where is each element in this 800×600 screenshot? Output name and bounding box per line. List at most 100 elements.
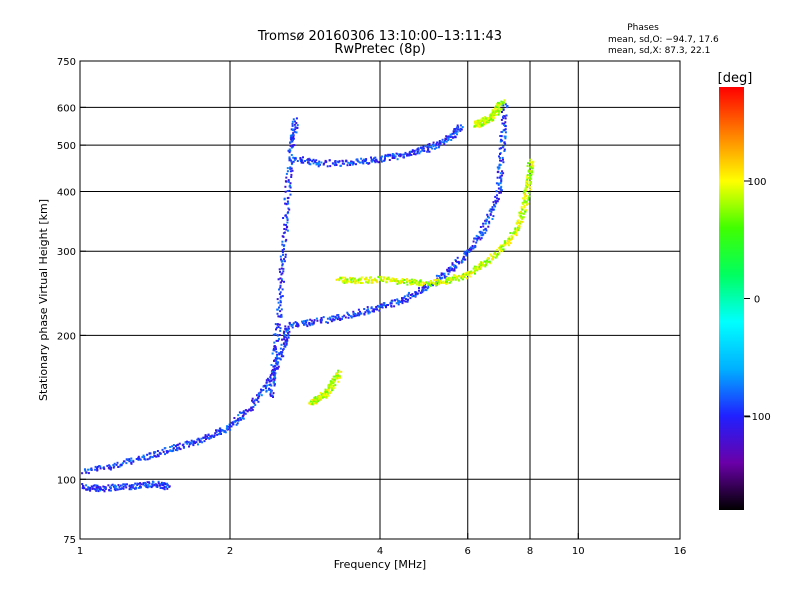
data-point <box>479 226 482 228</box>
data-point <box>525 181 528 184</box>
data-point <box>346 164 349 167</box>
data-point <box>285 226 288 229</box>
data-point <box>275 355 278 358</box>
data-point <box>413 153 416 155</box>
data-point <box>370 279 373 282</box>
data-point <box>498 157 501 159</box>
data-point <box>468 251 471 253</box>
data-point <box>425 281 428 284</box>
data-point <box>90 485 93 488</box>
data-point <box>365 162 368 164</box>
data-point <box>447 138 450 141</box>
data-point <box>528 166 531 169</box>
data-point <box>426 143 429 146</box>
data-point <box>336 314 339 317</box>
data-point <box>290 154 293 156</box>
data-point <box>475 123 478 126</box>
data-point <box>410 153 413 156</box>
data-point <box>283 248 285 251</box>
data-point <box>338 279 341 282</box>
data-point <box>497 198 500 201</box>
data-point <box>268 388 271 391</box>
y-tick-label: 100 <box>57 475 76 486</box>
data-point <box>395 302 398 305</box>
data-point <box>484 231 487 234</box>
data-point <box>113 462 116 465</box>
data-point <box>277 357 280 360</box>
data-point <box>130 485 133 488</box>
data-point <box>502 115 505 117</box>
data-point <box>260 388 262 391</box>
data-point <box>528 170 531 173</box>
data-point <box>401 300 404 303</box>
data-point <box>492 111 495 114</box>
data-point <box>479 123 481 126</box>
data-point <box>242 414 245 417</box>
data-point <box>242 417 245 420</box>
data-point <box>400 280 403 283</box>
data-point <box>317 162 320 164</box>
data-point <box>484 117 487 120</box>
data-point <box>503 243 506 246</box>
data-point <box>322 394 325 397</box>
data-point <box>315 317 318 320</box>
data-point <box>388 159 391 161</box>
data-point <box>344 316 347 319</box>
data-point <box>422 289 425 292</box>
data-point <box>251 399 253 402</box>
data-point <box>281 235 284 238</box>
data-point <box>498 110 501 113</box>
data-point <box>496 194 498 197</box>
data-point <box>292 135 295 138</box>
data-point <box>232 423 235 426</box>
data-point <box>387 304 389 306</box>
data-point <box>257 400 260 403</box>
y-tick-label: 75 <box>63 535 76 546</box>
data-point <box>295 322 298 325</box>
data-point <box>319 398 322 401</box>
data-point <box>289 184 291 187</box>
data-point <box>287 202 290 205</box>
data-point <box>447 267 450 269</box>
y-tick-label: 750 <box>57 57 76 68</box>
data-point <box>155 455 158 458</box>
data-point <box>161 448 164 451</box>
data-point <box>284 256 287 258</box>
data-point <box>422 284 425 287</box>
data-point <box>501 170 504 173</box>
data-point <box>86 488 89 491</box>
data-point <box>410 278 413 281</box>
data-point <box>523 206 526 209</box>
data-point <box>275 367 278 370</box>
data-point <box>391 280 394 282</box>
data-point <box>216 433 219 436</box>
data-point <box>137 457 140 460</box>
data-point <box>283 330 286 333</box>
data-point <box>371 160 373 163</box>
data-point <box>409 281 412 284</box>
data-point <box>513 232 516 234</box>
data-point <box>438 140 441 142</box>
data-point <box>479 267 482 270</box>
data-point <box>106 464 109 467</box>
data-point <box>482 122 485 125</box>
data-point <box>281 272 284 275</box>
data-point <box>81 472 84 475</box>
data-point <box>285 180 288 183</box>
data-point <box>482 222 485 225</box>
data-point <box>278 288 280 291</box>
data-point <box>117 484 120 487</box>
data-point <box>500 135 503 138</box>
data-point <box>448 281 451 284</box>
data-point <box>337 380 340 383</box>
data-point <box>359 310 361 313</box>
data-point <box>415 283 418 286</box>
data-point <box>297 324 300 327</box>
data-point <box>363 308 366 310</box>
data-point <box>102 466 105 469</box>
data-point <box>278 352 281 355</box>
data-point <box>406 153 409 156</box>
data-point <box>482 261 484 264</box>
data-point <box>360 276 363 279</box>
data-point <box>434 281 437 284</box>
